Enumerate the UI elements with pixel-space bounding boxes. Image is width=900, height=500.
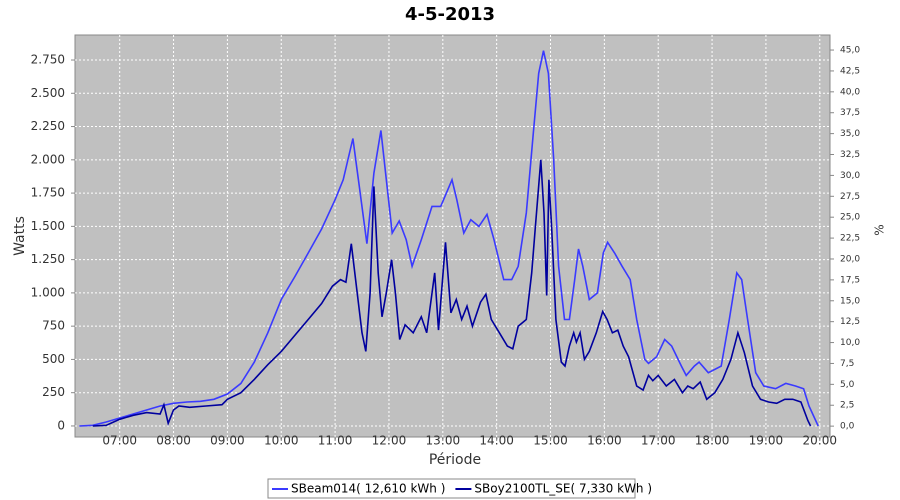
legend-label: SBeam014( 12,610 kWh ) — [291, 482, 445, 496]
y-tick-label: 2.250 — [31, 119, 65, 133]
y-tick-label: 750 — [42, 319, 65, 333]
y-tick-label: 2.750 — [31, 53, 65, 67]
y2-tick-label: 32,5 — [840, 150, 860, 160]
y-axis-label: Watts — [12, 216, 28, 256]
y2-tick-label: 10,0 — [840, 338, 860, 348]
y-tick-label: 1.750 — [31, 186, 65, 200]
y2-tick-label: 22,5 — [840, 234, 860, 244]
y2-tick-label: 35,0 — [840, 129, 860, 139]
y2-tick-label: 15,0 — [840, 296, 860, 306]
y-tick-label: 0 — [57, 418, 65, 432]
y2-tick-label: 30,0 — [840, 171, 860, 181]
y-tick-label: 2.500 — [31, 86, 65, 100]
series-line — [92, 159, 812, 427]
y2-tick-label: 20,0 — [840, 254, 860, 264]
y-tick-label: 2.000 — [31, 152, 65, 166]
y-tick-label: 1.500 — [31, 219, 65, 233]
y2-tick-label: 17,5 — [840, 275, 860, 285]
y-tick-label: 250 — [42, 385, 65, 399]
x-axis-label: Période — [429, 452, 481, 468]
y2-tick-label: 45,0 — [840, 46, 860, 56]
y2-tick-label: 12,5 — [840, 317, 860, 327]
y2-tick-label: 42,5 — [840, 66, 860, 76]
plot-area — [74, 34, 831, 438]
legend-label: SBoy2100TL_SE( 7,330 kWh ) — [474, 482, 652, 496]
y2-tick-label: 0,0 — [840, 422, 855, 432]
legend — [267, 478, 636, 499]
y-tick-label: 500 — [42, 352, 65, 366]
y2-tick-label: 37,5 — [840, 108, 860, 118]
y-tick-label: 1.000 — [31, 285, 65, 299]
y2-axis-label: % — [873, 224, 887, 235]
y2-tick-label: 7,5 — [840, 359, 854, 369]
y2-tick-label: 5,0 — [840, 380, 855, 390]
y2-tick-label: 27,5 — [840, 192, 860, 202]
y2-tick-label: 25,0 — [840, 213, 860, 223]
y2-tick-label: 2,5 — [840, 401, 854, 411]
y2-tick-label: 40,0 — [840, 87, 860, 97]
series-line — [79, 50, 819, 427]
chart-title: 4-5-2013 — [405, 4, 495, 25]
y-tick-label: 1.250 — [31, 252, 65, 266]
